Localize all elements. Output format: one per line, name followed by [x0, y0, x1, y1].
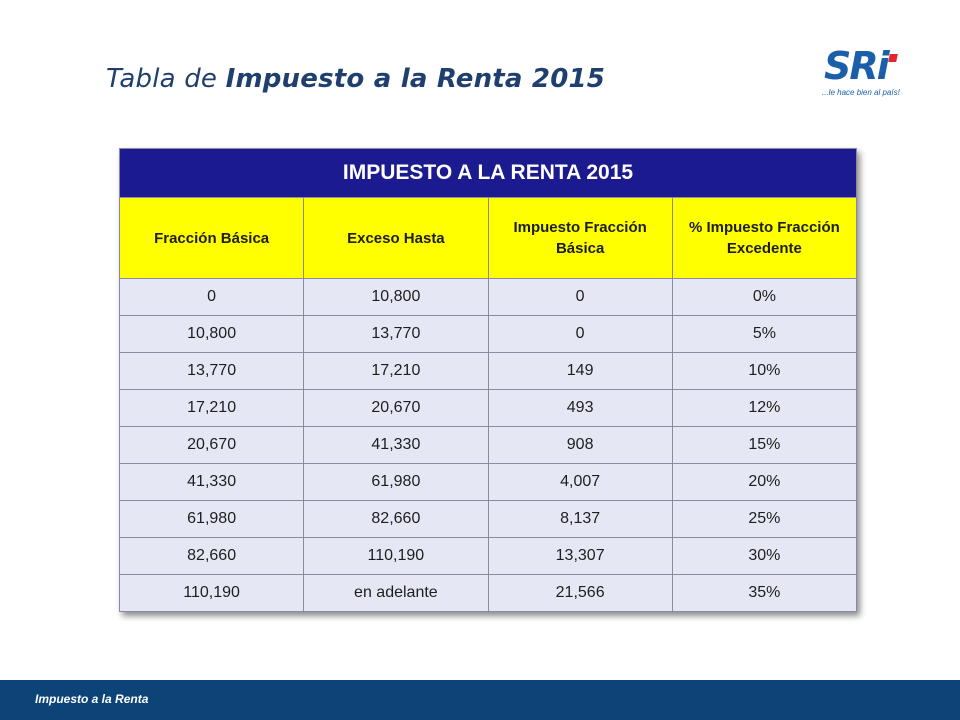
table-cell: 61,980	[303, 463, 489, 501]
table-cell: 17,210	[303, 352, 489, 390]
table-cell: 41,330	[118, 463, 305, 501]
logo-mark: SRi	[824, 44, 890, 88]
table-cell: 0	[118, 278, 305, 316]
logo-tagline: ...le hace bien al país!	[822, 88, 900, 97]
table-cell: 82,660	[118, 537, 305, 575]
slide-title: Tabla de Impuesto a la Renta 2015	[106, 64, 605, 94]
table-cell: en adelante	[303, 574, 489, 612]
table-row: 17,210 20,670 493 12%	[118, 389, 858, 427]
column-header-porcentaje-excedente: % Impuesto Fracción Excedente	[671, 197, 858, 279]
table-row: 82,660 110,190 13,307 30%	[118, 537, 858, 575]
table-cell: 25%	[671, 500, 858, 538]
tax-table: IMPUESTO A LA RENTA 2015 Fracción Básica…	[118, 148, 858, 612]
column-header-exceso-hasta: Exceso Hasta	[303, 197, 489, 279]
table-caption: IMPUESTO A LA RENTA 2015	[119, 148, 857, 198]
table-header-row: Fracción Básica Exceso Hasta Impuesto Fr…	[118, 197, 858, 279]
table-cell: 13,307	[487, 537, 673, 575]
table-cell: 15%	[671, 426, 858, 464]
column-header-impuesto-fraccion-basica: Impuesto Fracción Básica	[487, 197, 673, 279]
table-cell: 12%	[671, 389, 858, 427]
table-cell: 20,670	[303, 389, 489, 427]
table-cell: 30%	[671, 537, 858, 575]
table-cell: 10,800	[303, 278, 489, 316]
slide-title-prefix: Tabla de	[106, 64, 226, 94]
table-row: 10,800 13,770 0 5%	[118, 315, 858, 353]
table-row: 41,330 61,980 4,007 20%	[118, 463, 858, 501]
table-cell: 10%	[671, 352, 858, 390]
table-cell: 5%	[671, 315, 858, 353]
table-row: 61,980 82,660 8,137 25%	[118, 500, 858, 538]
table-cell: 82,660	[303, 500, 489, 538]
table-cell: 10,800	[118, 315, 305, 353]
footer-bar: Impuesto a la Renta	[0, 680, 960, 720]
table-cell: 17,210	[118, 389, 305, 427]
table-cell: 493	[487, 389, 673, 427]
slide-title-emphasis: Impuesto a la Renta 2015	[225, 64, 606, 94]
table-cell: 13,770	[118, 352, 305, 390]
table-row: 20,670 41,330 908 15%	[118, 426, 858, 464]
table-cell: 4,007	[487, 463, 673, 501]
table-cell: 61,980	[118, 500, 305, 538]
table-cell: 41,330	[303, 426, 489, 464]
table-cell: 13,770	[303, 315, 489, 353]
table-cell: 0	[487, 278, 673, 316]
table-caption-row: IMPUESTO A LA RENTA 2015	[119, 148, 857, 198]
table-cell: 21,566	[487, 574, 673, 612]
table-row: 110,190 en adelante 21,566 35%	[118, 574, 858, 612]
table-cell: 0	[487, 315, 673, 353]
table-cell: 110,190	[118, 574, 305, 612]
column-header-fraccion-basica: Fracción Básica	[118, 197, 305, 279]
table-cell: 8,137	[487, 500, 673, 538]
table-cell: 110,190	[303, 537, 489, 575]
tax-table-container: IMPUESTO A LA RENTA 2015 Fracción Básica…	[118, 148, 858, 612]
sri-logo-icon: SRi ...le hace bien al país!	[818, 44, 910, 102]
table-row: 0 10,800 0 0%	[118, 278, 858, 316]
table-cell: 0%	[671, 278, 858, 316]
logo-accent-dot	[888, 54, 898, 62]
table-cell: 20,670	[118, 426, 305, 464]
table-cell: 149	[487, 352, 673, 390]
table-cell: 908	[487, 426, 673, 464]
footer-text: Impuesto a la Renta	[35, 692, 149, 706]
table-cell: 20%	[671, 463, 858, 501]
table-row: 13,770 17,210 149 10%	[118, 352, 858, 390]
table-cell: 35%	[671, 574, 858, 612]
